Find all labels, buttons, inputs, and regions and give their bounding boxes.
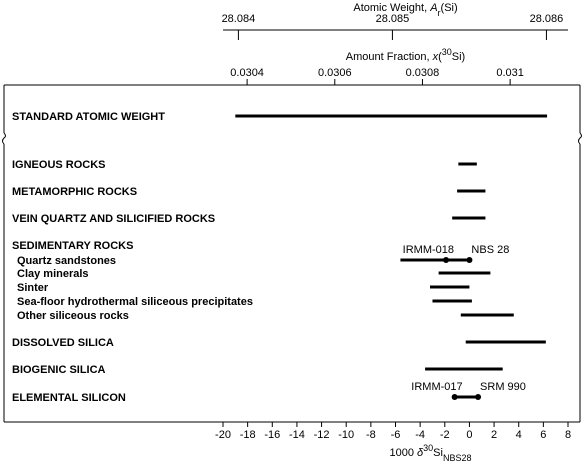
category-label: Sinter bbox=[17, 282, 49, 294]
label-part: 1000 bbox=[390, 447, 418, 459]
tick-label: -2 bbox=[440, 429, 450, 441]
tick-label: 28.085 bbox=[376, 13, 410, 25]
tick-label: 0.0306 bbox=[318, 67, 352, 79]
tick-label: 2 bbox=[491, 429, 497, 441]
category-label: METAMORPHIC ROCKS bbox=[12, 186, 137, 198]
x-axis-title: 1000 δ30SiNBS28 bbox=[390, 443, 472, 462]
category-label: Sea-floor hydrothermal siliceous precipi… bbox=[17, 296, 253, 308]
tick-label: 28.086 bbox=[530, 13, 564, 25]
tick-label: 0.0304 bbox=[230, 67, 264, 79]
label-part: Si bbox=[433, 447, 443, 459]
axis-title: Atomic Weight, Ar(Si) bbox=[353, 2, 457, 18]
tick-label: -8 bbox=[366, 429, 376, 441]
tick-label: 0 bbox=[466, 429, 472, 441]
category-label: IGNEOUS ROCKS bbox=[12, 159, 106, 171]
reference-point bbox=[475, 394, 482, 400]
tick-label: -18 bbox=[240, 429, 256, 441]
reference-label: IRMM-018 bbox=[403, 244, 454, 256]
label-part: δ bbox=[417, 447, 424, 459]
axis-title: Amount Fraction, x(30Si) bbox=[346, 47, 465, 63]
tick-label: -10 bbox=[338, 429, 354, 441]
tick-label: -14 bbox=[289, 429, 305, 441]
category-label: DISSOLVED SILICA bbox=[12, 337, 114, 349]
tick-label: 28.084 bbox=[222, 13, 256, 25]
tick-label: 0.031 bbox=[496, 67, 524, 79]
reference-point bbox=[466, 257, 473, 263]
label-part: r bbox=[438, 8, 441, 18]
label-part: A bbox=[429, 2, 437, 14]
tick-label: -16 bbox=[264, 429, 280, 441]
tick-label: -20 bbox=[215, 429, 231, 441]
tick-label: 0.0308 bbox=[406, 67, 440, 79]
tick-label: -4 bbox=[415, 429, 425, 441]
reference-label: IRMM-017 bbox=[411, 381, 462, 393]
category-label: Quartz sandstones bbox=[17, 255, 116, 267]
reference-label: NBS 28 bbox=[471, 244, 509, 256]
category-label: Clay minerals bbox=[17, 268, 89, 280]
category-label: STANDARD ATOMIC WEIGHT bbox=[12, 111, 165, 123]
category-label: VEIN QUARTZ AND SILICIFIED ROCKS bbox=[12, 213, 215, 225]
category-label: ELEMENTAL SILICON bbox=[12, 392, 126, 404]
tick-label: -6 bbox=[391, 429, 401, 441]
category-label: BIOGENIC SILICA bbox=[12, 364, 106, 376]
reference-label: SRM 990 bbox=[480, 381, 526, 393]
label-part: ( bbox=[438, 51, 442, 63]
tick-label: 6 bbox=[540, 429, 546, 441]
tick-label: -12 bbox=[314, 429, 330, 441]
category-label: SEDIMENTARY ROCKS bbox=[12, 240, 133, 252]
tick-label: 4 bbox=[516, 429, 522, 441]
frame bbox=[2, 84, 582, 423]
label-part: 30 bbox=[442, 47, 452, 57]
label-part: x bbox=[432, 51, 439, 63]
reference-point bbox=[451, 394, 458, 400]
label-part: Atomic Weight, bbox=[353, 2, 430, 14]
label-part: 30 bbox=[423, 443, 433, 453]
tick-label: 8 bbox=[565, 429, 571, 441]
category-label: Other siliceous rocks bbox=[17, 310, 129, 322]
reference-point bbox=[443, 257, 450, 263]
label-part: Amount Fraction, bbox=[346, 51, 433, 63]
label-part: (Si) bbox=[441, 2, 458, 14]
label-part: Si) bbox=[452, 51, 465, 63]
label-part: NBS28 bbox=[443, 453, 472, 462]
